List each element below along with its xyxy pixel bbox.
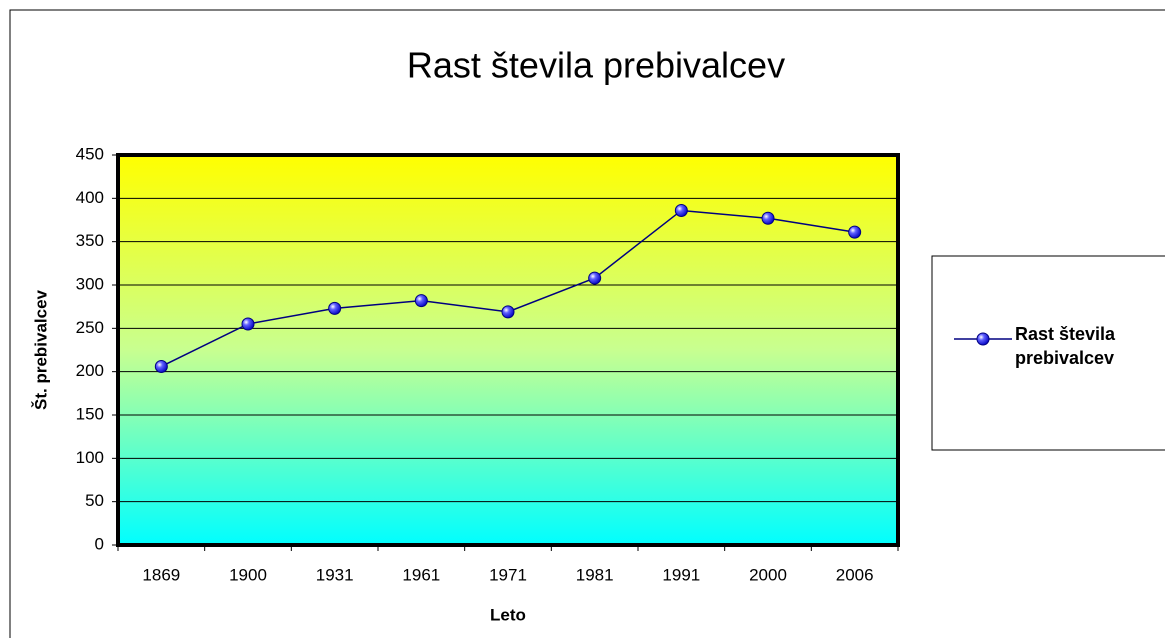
y-tick-label: 50 bbox=[85, 491, 104, 510]
frame bbox=[9, 9, 1165, 638]
y-tick-label: 100 bbox=[76, 448, 104, 467]
y-tick-label: 200 bbox=[76, 361, 104, 380]
data-point bbox=[588, 271, 602, 285]
plot-border bbox=[116, 153, 900, 547]
legend-label: Rast števila prebivalcev bbox=[1015, 324, 1116, 368]
data-point bbox=[674, 203, 688, 217]
data-point bbox=[848, 225, 862, 239]
data-point bbox=[501, 305, 515, 319]
x-tick-label: 1961 bbox=[402, 565, 440, 584]
y-tick-label: 350 bbox=[76, 231, 104, 250]
legend-box bbox=[931, 255, 1165, 451]
x-tick-label: 2000 bbox=[749, 565, 787, 584]
plot-area bbox=[118, 155, 898, 545]
y-tick-label: 0 bbox=[95, 534, 104, 553]
x-tick-label: 1900 bbox=[229, 565, 267, 584]
data-point bbox=[154, 359, 168, 373]
y-tick-label: 250 bbox=[76, 318, 104, 337]
data-point bbox=[414, 294, 428, 308]
data-point bbox=[761, 211, 775, 225]
x-tick-label: 1869 bbox=[142, 565, 180, 584]
data-point bbox=[241, 317, 255, 331]
x-tick-label: 2006 bbox=[836, 565, 874, 584]
y-tick-label: 400 bbox=[76, 188, 104, 207]
y-tick-label: 450 bbox=[76, 144, 104, 163]
chart-title: Rast števila prebivalcev bbox=[407, 45, 785, 86]
x-tick-label: 1981 bbox=[576, 565, 614, 584]
y-tick-label: 300 bbox=[76, 274, 104, 293]
x-axis-label: Leto bbox=[490, 605, 526, 624]
x-tick-label: 1931 bbox=[316, 565, 354, 584]
legend-marker bbox=[976, 332, 990, 346]
data-point bbox=[328, 301, 342, 315]
y-tick-label: 150 bbox=[76, 404, 104, 423]
y-axis-label: Št. prebivalcev bbox=[31, 289, 50, 410]
x-tick-label: 1971 bbox=[489, 565, 527, 584]
x-tick-label: 1991 bbox=[662, 565, 700, 584]
